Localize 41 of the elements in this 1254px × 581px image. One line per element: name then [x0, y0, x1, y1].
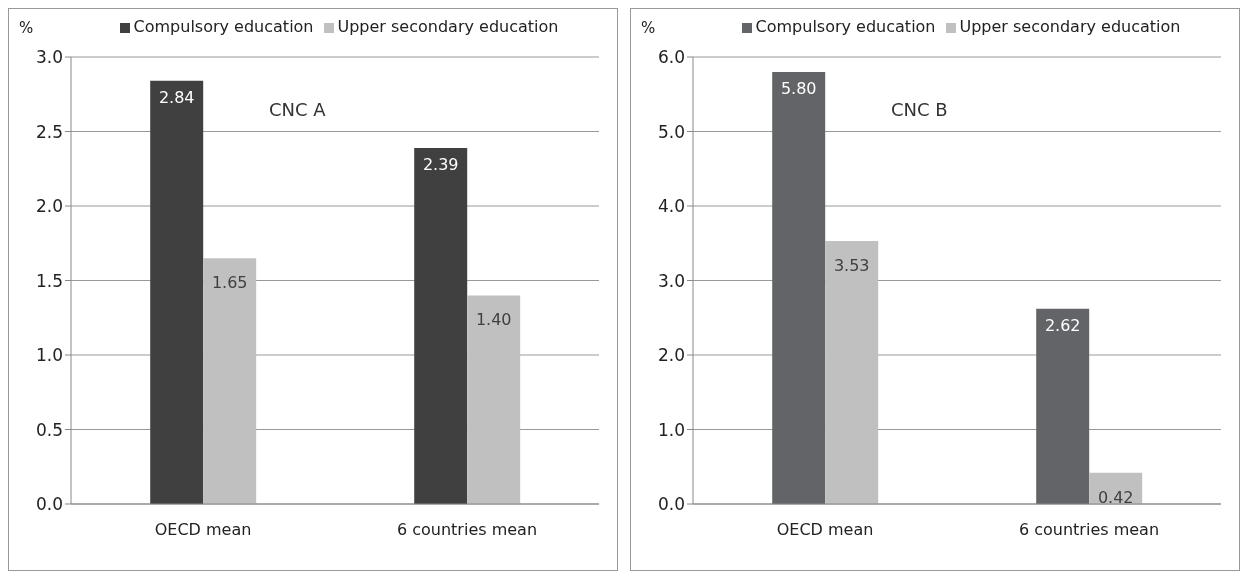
bar: [1036, 308, 1090, 504]
y-tick-label: 3.0: [657, 270, 685, 291]
legend-label: Upper secondary education: [959, 17, 1181, 36]
bar: [825, 241, 879, 504]
y-tick-label: 0.5: [35, 419, 63, 440]
bar: [772, 71, 826, 504]
data-label: 5.80: [780, 78, 817, 98]
bar: [150, 80, 204, 504]
y-tick-label: 1.0: [35, 345, 63, 366]
x-tick-label: 6 countries mean: [396, 520, 538, 540]
y-tick-label: 0.0: [35, 494, 63, 515]
y-tick-label: 4.0: [657, 196, 685, 217]
x-tick-label: 6 countries mean: [1018, 520, 1160, 540]
bar: [467, 295, 521, 504]
bar: [414, 147, 468, 504]
y-tick-label: 6.0: [657, 47, 685, 68]
annotation: CNC A: [269, 99, 326, 120]
y-axis-title: %: [19, 19, 34, 37]
data-label: 2.84: [158, 87, 195, 107]
data-label: 2.39: [422, 154, 459, 174]
data-label: 0.42: [1097, 487, 1134, 507]
bar: [203, 258, 257, 504]
y-tick-label: 3.0: [35, 47, 63, 68]
y-axis-title: %: [641, 19, 656, 37]
legend-label: Upper secondary education: [337, 17, 559, 36]
data-label: 2.62: [1044, 315, 1081, 335]
data-label: 1.40: [475, 310, 512, 330]
y-tick-label: 5.0: [657, 121, 685, 142]
y-tick-label: 1.0: [657, 419, 685, 440]
legend-label: Compulsory education: [133, 17, 314, 36]
x-tick-label: OECD mean: [776, 520, 874, 540]
legend-label: Compulsory education: [755, 17, 936, 36]
y-tick-label: 0.0: [657, 494, 685, 515]
annotation: CNC B: [891, 99, 948, 120]
y-tick-label: 2.0: [657, 345, 685, 366]
x-tick-label: OECD mean: [154, 520, 252, 540]
y-tick-label: 2.0: [35, 196, 63, 217]
data-label: 1.65: [211, 273, 248, 293]
data-label: 3.53: [833, 256, 870, 276]
y-tick-label: 2.5: [35, 121, 63, 142]
y-tick-label: 1.5: [35, 270, 63, 291]
